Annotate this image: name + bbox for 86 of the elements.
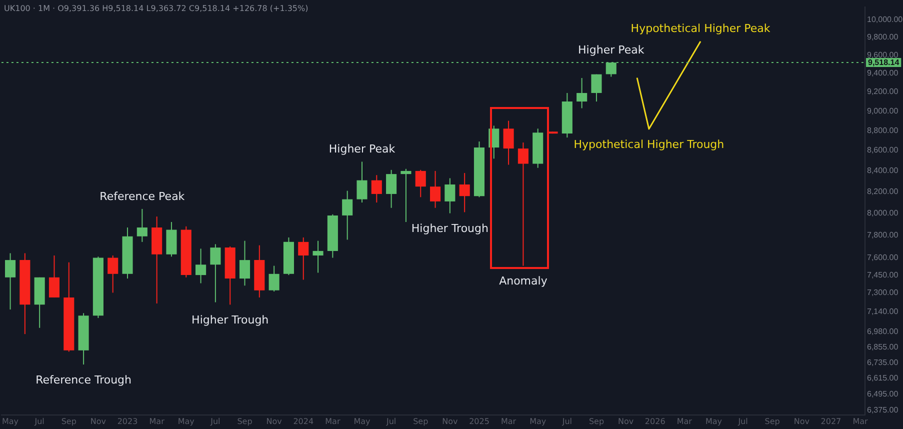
x-tick-label: Sep [764, 416, 780, 426]
x-tick-label: Jul [34, 416, 44, 426]
annotation: Reference Trough [36, 373, 132, 386]
candlestick [503, 120, 514, 166]
x-tick-label: Jul [737, 416, 748, 426]
x-tick-label: May [354, 416, 371, 426]
y-tick-label: 8,200.00 [867, 187, 899, 196]
candlestick [196, 248, 206, 284]
x-tick-label: Jul [210, 416, 220, 426]
annotation: Higher Trough [192, 314, 269, 327]
x-tick-label: May [530, 416, 546, 426]
annotation: Hypothetical Higher Trough [574, 138, 724, 151]
ref-line-label: 9,518.14 [868, 58, 900, 67]
candlestick [4, 252, 16, 310]
y-tick-label: 6,855.00 [867, 342, 899, 352]
candlestick [591, 74, 602, 102]
y-tick-label: 9,200.00 [867, 87, 899, 96]
candlestick [108, 254, 118, 294]
x-tick-label: Mar [501, 416, 517, 426]
candlestick [444, 178, 456, 214]
candlestick [576, 78, 588, 109]
y-tick-label: 9,400.00 [867, 68, 899, 78]
x-tick-label: Sep [588, 416, 604, 426]
annotation: Higher Trough [411, 222, 489, 236]
y-tick-label: 8,400.00 [867, 166, 899, 176]
x-tick-label: 2023 [117, 416, 138, 426]
x-tick-label: Mar [149, 416, 166, 426]
candlestick [415, 169, 426, 198]
x-tick-label: Jul [385, 416, 396, 426]
y-tick-label: 8,600.00 [867, 146, 899, 155]
x-tick-label: Nov [90, 416, 106, 426]
annotation: Hypothetical Higher Peak [630, 22, 771, 36]
x-tick-label: Nov [442, 416, 458, 426]
y-tick-label: 7,450.00 [867, 270, 899, 280]
y-tick-label: 7,300.00 [867, 288, 899, 297]
x-tick-label: May [178, 416, 195, 426]
x-tick-label: Sep [413, 416, 428, 426]
y-tick-label: 6,735.00 [867, 358, 899, 367]
x-tick-label: Sep [61, 416, 76, 426]
x-tick-label: Nov [794, 416, 810, 426]
x-tick-label: 2024 [293, 416, 314, 426]
candlestick [239, 240, 250, 286]
y-tick-label: 7,600.00 [867, 252, 899, 262]
annotation: Reference Peak [100, 190, 186, 203]
chart-subtitle: UK100 · 1M · O9,391.36 H9,518.14 L9,363.72 C9,518.14 +126.78 (+1.35%) [4, 4, 308, 14]
y-tick-label: 8,800.00 [867, 126, 899, 135]
x-tick-label: 2027 [820, 416, 842, 426]
x-tick-label: Nov [266, 416, 282, 426]
x-tick-label: May [705, 416, 722, 426]
candlestick [518, 142, 528, 266]
y-tick-label: 8,000.00 [867, 208, 899, 218]
candlestick [400, 168, 412, 222]
candlestick [459, 172, 470, 213]
x-tick-label: Mar [325, 416, 341, 426]
y-tick-label: 10,000.00 [867, 14, 903, 24]
annotation: Higher Peak [578, 43, 645, 56]
candlestick [312, 240, 324, 274]
candlestick [371, 174, 382, 203]
y-tick-label: 9,800.00 [867, 32, 899, 42]
y-tick-label: 7,140.00 [867, 307, 899, 316]
x-tick-label: 2026 [644, 416, 666, 426]
x-tick-label: Nov [618, 416, 634, 426]
y-tick-label: 7,800.00 [867, 230, 899, 240]
x-tick-label: Mar [852, 416, 869, 426]
candlestick [342, 190, 353, 240]
x-tick-label: Sep [237, 416, 252, 426]
candlestick [386, 169, 397, 208]
x-tick-label: Jul [561, 416, 572, 426]
candlestick [136, 208, 148, 242]
candlestick [430, 170, 441, 208]
candlestick [268, 265, 280, 292]
y-tick-label: 6,495.00 [867, 389, 899, 398]
x-tick-label: Mar [676, 416, 693, 426]
candlestick [48, 254, 60, 298]
candlestick [210, 244, 221, 303]
annotation: Anomaly [499, 274, 548, 288]
x-tick-label: 2025 [469, 416, 490, 426]
annotation: Higher Peak [328, 142, 396, 156]
y-tick-label: 6,615.00 [867, 373, 899, 382]
x-tick-label: May [2, 416, 19, 426]
y-tick-label: 9,600.00 [867, 50, 899, 60]
y-tick-label: 6,980.00 [867, 326, 899, 336]
candlestick [298, 236, 309, 280]
candlestick [356, 161, 368, 203]
y-tick-label: 6,375.00 [867, 405, 899, 414]
y-tick-label: 9,000.00 [867, 106, 899, 116]
